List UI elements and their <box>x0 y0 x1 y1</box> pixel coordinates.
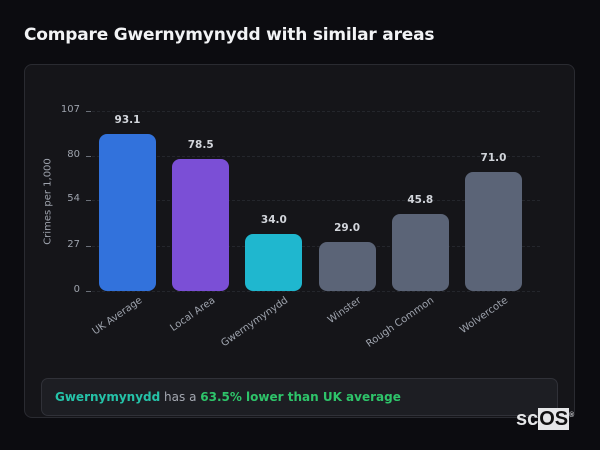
y-tick-label: 0 <box>73 284 80 295</box>
bar-uk-average[interactable] <box>99 134 156 291</box>
bar-value-label: 71.0 <box>480 151 507 164</box>
bar-winster[interactable] <box>318 242 376 291</box>
comparison-summary: Gwernymynydd has a 63.5% lower than UK a… <box>41 378 558 416</box>
gridline <box>92 111 540 112</box>
x-tick-label: Winster <box>325 295 364 326</box>
x-tick-label: Rough Common <box>364 295 437 350</box>
y-tick-label: 54 <box>67 193 80 204</box>
summary-area-name: Gwernymynydd <box>55 390 161 404</box>
y-tick-label: 27 <box>67 239 80 250</box>
bar-value-label: 45.8 <box>407 193 434 206</box>
y-tick-mark <box>86 291 91 292</box>
summary-comparison: 63.5% lower than UK average <box>200 390 401 404</box>
bar-rough-common[interactable] <box>391 213 449 291</box>
y-tick-mark <box>86 246 91 247</box>
bar-value-label: 93.1 <box>114 114 141 127</box>
x-tick-label: Gwernymynydd <box>219 295 291 350</box>
y-tick-mark <box>86 156 91 157</box>
gridline <box>92 200 540 201</box>
registered-mark-icon: ® <box>569 412 575 419</box>
y-tick-mark <box>86 111 91 112</box>
bar-local-area[interactable] <box>172 158 230 291</box>
gridline <box>92 246 540 247</box>
x-tick-label: UK Average <box>90 295 144 338</box>
y-tick-label: 107 <box>60 104 80 115</box>
gridline <box>92 156 540 157</box>
x-tick-label: Local Area <box>168 295 218 334</box>
bar-value-label: 29.0 <box>334 222 361 235</box>
scos-logo: scOS® <box>516 408 575 430</box>
y-tick-label: 80 <box>67 149 80 160</box>
bar-wolvercote[interactable] <box>465 171 522 291</box>
logo-prefix: sc <box>516 408 539 430</box>
summary-connector: has a <box>160 390 201 404</box>
y-tick-mark <box>86 200 91 201</box>
x-tick-label: Wolvercote <box>457 295 510 337</box>
bar-value-label: 34.0 <box>260 213 287 226</box>
logo-boxed-text: OS <box>538 408 570 430</box>
bar-gwernymynydd[interactable] <box>245 233 303 291</box>
gridline <box>92 291 540 292</box>
bar-value-label: 78.5 <box>187 138 214 151</box>
page-title: Compare Gwernymynydd with similar areas <box>24 25 435 45</box>
